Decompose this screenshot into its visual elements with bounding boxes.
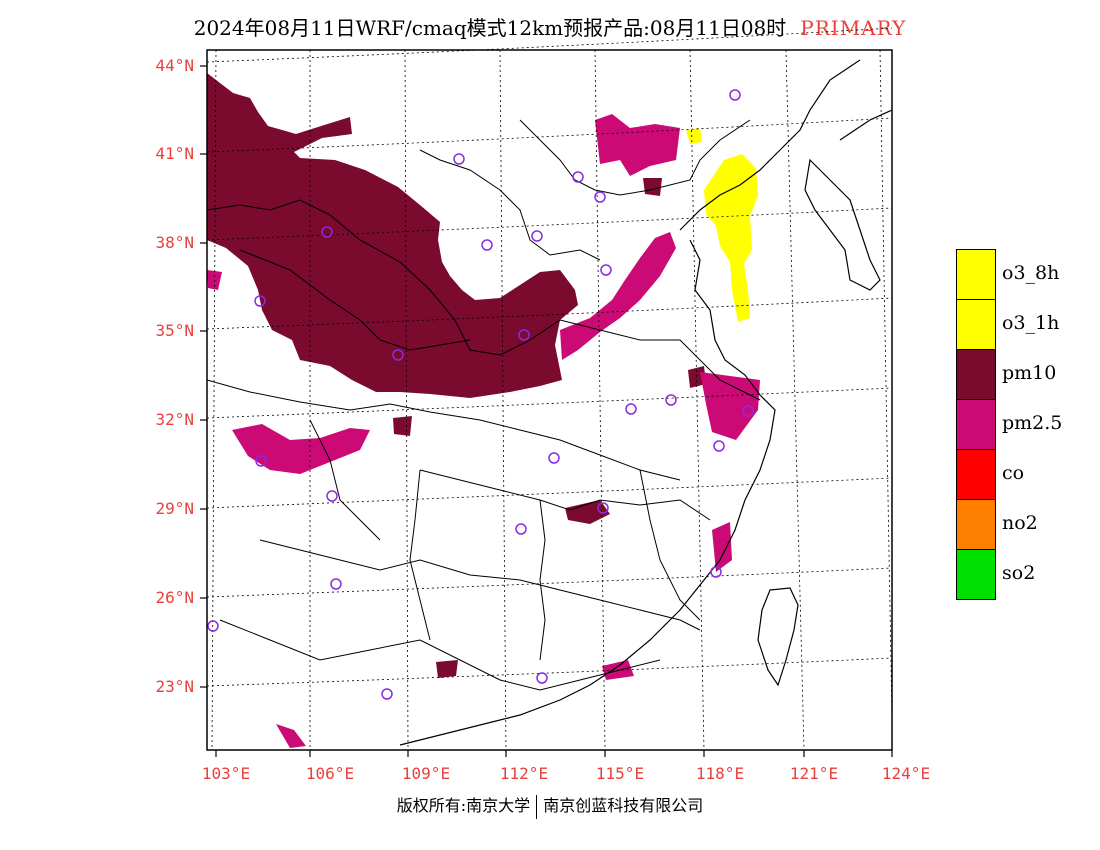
title-text: 2024年08月11日WRF/cmaq模式12km预报产品:08月11日08时: [193, 16, 787, 40]
station-marker[interactable]: [710, 566, 722, 578]
lon-tick-label: 121°E: [789, 764, 839, 783]
lat-tick-label: 29°N: [155, 499, 194, 518]
station-marker[interactable]: [321, 226, 333, 238]
lat-tick-label: 23°N: [155, 677, 194, 696]
lon-tick-label: 103°E: [201, 764, 251, 783]
station-marker[interactable]: [597, 502, 609, 514]
pm25-sichuan-band: [232, 424, 370, 474]
station-marker[interactable]: [548, 452, 560, 464]
legend-label: o3_8h: [1002, 262, 1060, 284]
legend-swatch: [956, 449, 996, 500]
station-marker[interactable]: [481, 239, 493, 251]
legend-swatch: [956, 349, 996, 400]
station-marker[interactable]: [531, 230, 543, 242]
station-marker[interactable]: [713, 440, 725, 452]
pm10-east-spot: [688, 366, 706, 388]
station-markers: [207, 89, 754, 700]
legend-swatch: [956, 549, 996, 600]
legend-label: co: [1002, 462, 1025, 484]
station-marker[interactable]: [255, 455, 267, 467]
legend-swatch: [956, 249, 996, 300]
legend-swatch: [956, 499, 996, 550]
station-marker[interactable]: [600, 264, 612, 276]
legend-label: so2: [1002, 562, 1036, 584]
lat-tick-label: 35°N: [155, 321, 194, 340]
lon-tick-label: 118°E: [695, 764, 745, 783]
station-marker[interactable]: [536, 672, 548, 684]
copyright-left: 版权所有:南京大学: [396, 796, 531, 815]
station-marker[interactable]: [625, 403, 637, 415]
pm10-north-spot: [643, 178, 662, 196]
lon-tick-label: 112°E: [499, 764, 549, 783]
o3-bohai-strip: [704, 154, 758, 322]
legend-label: no2: [1002, 512, 1038, 534]
station-marker[interactable]: [515, 523, 527, 535]
lon-tick-label: 115°E: [595, 764, 645, 783]
pm10-region: [207, 73, 748, 678]
station-marker[interactable]: [594, 191, 606, 203]
pm25-northeast-band: [595, 114, 680, 176]
o3-north-spot: [686, 128, 702, 144]
graticule: [206, 27, 893, 751]
station-marker[interactable]: [729, 89, 741, 101]
pm25-north-china-band: [560, 232, 676, 360]
pm10-northwest-plume: [207, 73, 578, 398]
station-marker[interactable]: [392, 349, 404, 361]
legend-label: pm2.5: [1002, 412, 1063, 434]
station-marker[interactable]: [326, 490, 338, 502]
station-marker[interactable]: [665, 394, 677, 406]
legend-swatch: [956, 299, 996, 350]
taiwan-island: [757, 587, 799, 687]
lon-tick-label: 124°E: [881, 764, 931, 783]
station-marker[interactable]: [742, 405, 754, 417]
copyright-right: 南京创蓝科技有限公司: [543, 796, 704, 815]
frame-ticks: [200, 65, 893, 757]
coastline: [399, 59, 893, 746]
station-marker[interactable]: [254, 295, 266, 307]
lon-tick-label: 106°E: [305, 764, 355, 783]
legend-label: pm10: [1002, 362, 1057, 384]
map-frame: [206, 49, 893, 751]
footer-separator: [536, 794, 538, 819]
lat-tick-label: 41°N: [155, 144, 194, 163]
station-marker[interactable]: [330, 578, 342, 590]
station-marker[interactable]: [453, 153, 465, 165]
station-marker[interactable]: [572, 171, 584, 183]
lat-tick-label: 26°N: [155, 588, 194, 607]
pm25-south-tip: [276, 724, 306, 748]
pm25-coast-spot: [712, 522, 732, 572]
province-boundaries: [206, 119, 761, 691]
copyright-footer: 版权所有:南京大学 南京创蓝科技有限公司: [0, 792, 1100, 819]
station-marker[interactable]: [207, 620, 219, 632]
pm10-sichuan-spot: [393, 416, 412, 436]
legend-swatch: [956, 399, 996, 450]
station-marker[interactable]: [518, 329, 530, 341]
o3-region: [686, 128, 758, 322]
lat-tick-label: 44°N: [155, 56, 194, 75]
korea-peninsula: [804, 158, 881, 291]
lat-tick-label: 38°N: [155, 233, 194, 252]
lat-tick-label: 32°N: [155, 410, 194, 429]
lon-tick-label: 109°E: [401, 764, 451, 783]
pm25-yangtze-spot: [700, 372, 760, 440]
legend-label: o3_1h: [1002, 312, 1060, 334]
pm10-guangdong-spot: [436, 660, 458, 678]
station-marker[interactable]: [381, 688, 393, 700]
